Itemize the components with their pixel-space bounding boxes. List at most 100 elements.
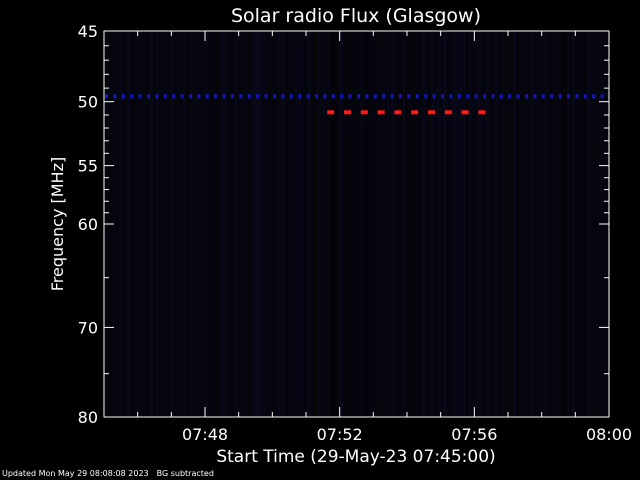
persistent-band-segment — [541, 94, 545, 99]
heatmap-column — [223, 32, 225, 416]
heatmap-column — [213, 32, 215, 416]
heatmap-column — [439, 32, 441, 416]
heatmap-column — [273, 32, 275, 416]
heatmap-column — [523, 32, 525, 416]
heatmap-column — [275, 32, 277, 416]
persistent-band-segment — [315, 94, 318, 99]
persistent-band-segment — [205, 94, 209, 99]
persistent-band-segment — [466, 94, 470, 99]
heatmap-column — [215, 32, 217, 416]
burst-band-segment — [428, 110, 435, 115]
heatmap-column — [389, 32, 391, 416]
heatmap-column — [307, 32, 309, 416]
heatmap-column — [425, 32, 427, 416]
heatmap-column — [197, 32, 199, 416]
footer: Updated Mon May 29 08:08:08 2023 BG subtr… — [2, 469, 222, 478]
heatmap-column — [221, 32, 223, 416]
heatmap-column — [249, 32, 251, 416]
persistent-band-segment — [180, 94, 184, 99]
persistent-band-segment — [222, 94, 226, 99]
heatmap-column — [131, 32, 133, 416]
heatmap-column — [483, 32, 485, 416]
x-axis-label: Start Time (29-May-23 07:45:00) — [216, 447, 495, 467]
heatmap-column — [279, 32, 281, 416]
heatmap-column — [119, 32, 121, 416]
heatmap-column — [395, 32, 397, 416]
heatmap-column — [247, 32, 249, 416]
heatmap-column — [375, 32, 377, 416]
heatmap-column — [363, 32, 365, 416]
x-tick-label: 08:00 — [586, 425, 632, 444]
heatmap-column — [533, 32, 535, 416]
heatmap-column — [565, 32, 567, 416]
heatmap-column — [117, 32, 119, 416]
persistent-band-segment — [600, 94, 604, 99]
heatmap-column — [301, 32, 303, 416]
heatmap-column — [261, 32, 263, 416]
heatmap-column — [341, 32, 343, 416]
axis-ticks: 45 50 55 60 70 80 07:48 07:52 07:56 08:00 — [78, 22, 632, 444]
heatmap-column — [527, 32, 529, 416]
persistent-band-segment — [231, 94, 234, 99]
heatmap-column — [349, 32, 351, 416]
heatmap-column — [409, 32, 411, 416]
heatmap-column — [451, 32, 453, 416]
heatmap-column — [343, 32, 345, 416]
heatmap-column — [587, 32, 589, 416]
heatmap-column — [353, 32, 355, 416]
heatmap-column — [583, 32, 585, 416]
heatmap-column — [465, 32, 467, 416]
heatmap-column — [193, 32, 195, 416]
heatmap-column — [339, 32, 341, 416]
heatmap-column — [553, 32, 555, 416]
persistent-band-segment — [357, 94, 360, 99]
heatmap-column — [471, 32, 473, 416]
heatmap-column — [185, 32, 187, 416]
persistent-band-segment — [499, 94, 503, 99]
heatmap-column — [331, 32, 333, 416]
heatmap-column — [357, 32, 359, 416]
persistent-band-segment — [121, 94, 125, 99]
persistent-band-segment — [382, 94, 386, 99]
heatmap-column — [189, 32, 191, 416]
heatmap-column — [479, 32, 481, 416]
heatmap-column — [145, 32, 147, 416]
heatmap-column — [525, 32, 527, 416]
heatmap-column — [373, 32, 375, 416]
heatmap-column — [411, 32, 413, 416]
heatmap-column — [397, 32, 399, 416]
chart-title: Solar radio Flux (Glasgow) — [231, 5, 481, 27]
persistent-band-segment — [281, 94, 285, 99]
heatmap-column — [377, 32, 379, 416]
persistent-band-segment — [592, 94, 596, 99]
heatmap-column — [217, 32, 219, 416]
heatmap-column — [121, 32, 123, 416]
x-tick-label: 07:56 — [451, 425, 497, 444]
burst-band-segment — [344, 110, 351, 115]
heatmap-column — [419, 32, 421, 416]
heatmap-column — [383, 32, 385, 416]
heatmap-column — [317, 32, 319, 416]
background-note: BG subtracted — [156, 469, 214, 478]
burst-band-segment — [360, 110, 368, 115]
heatmap-column — [467, 32, 469, 416]
heatmap-column — [161, 32, 163, 416]
heatmap-column — [401, 32, 403, 416]
persistent-band-segment — [449, 94, 453, 99]
heatmap-column — [179, 32, 181, 416]
heatmap-column — [203, 32, 205, 416]
heatmap-column — [575, 32, 577, 416]
heatmap-column — [405, 32, 407, 416]
persistent-band-segment — [197, 94, 201, 99]
persistent-band-segment — [525, 94, 528, 99]
x-tick-label: 07:48 — [182, 425, 228, 444]
persistent-band-segment — [113, 94, 117, 99]
heatmap-column — [511, 32, 513, 416]
heatmap-column — [175, 32, 177, 416]
heatmap-column — [459, 32, 461, 416]
heatmap-column — [183, 32, 185, 416]
heatmap-column — [159, 32, 161, 416]
heatmap-column — [315, 32, 317, 416]
heatmap-column — [437, 32, 439, 416]
heatmap-column — [507, 32, 509, 416]
